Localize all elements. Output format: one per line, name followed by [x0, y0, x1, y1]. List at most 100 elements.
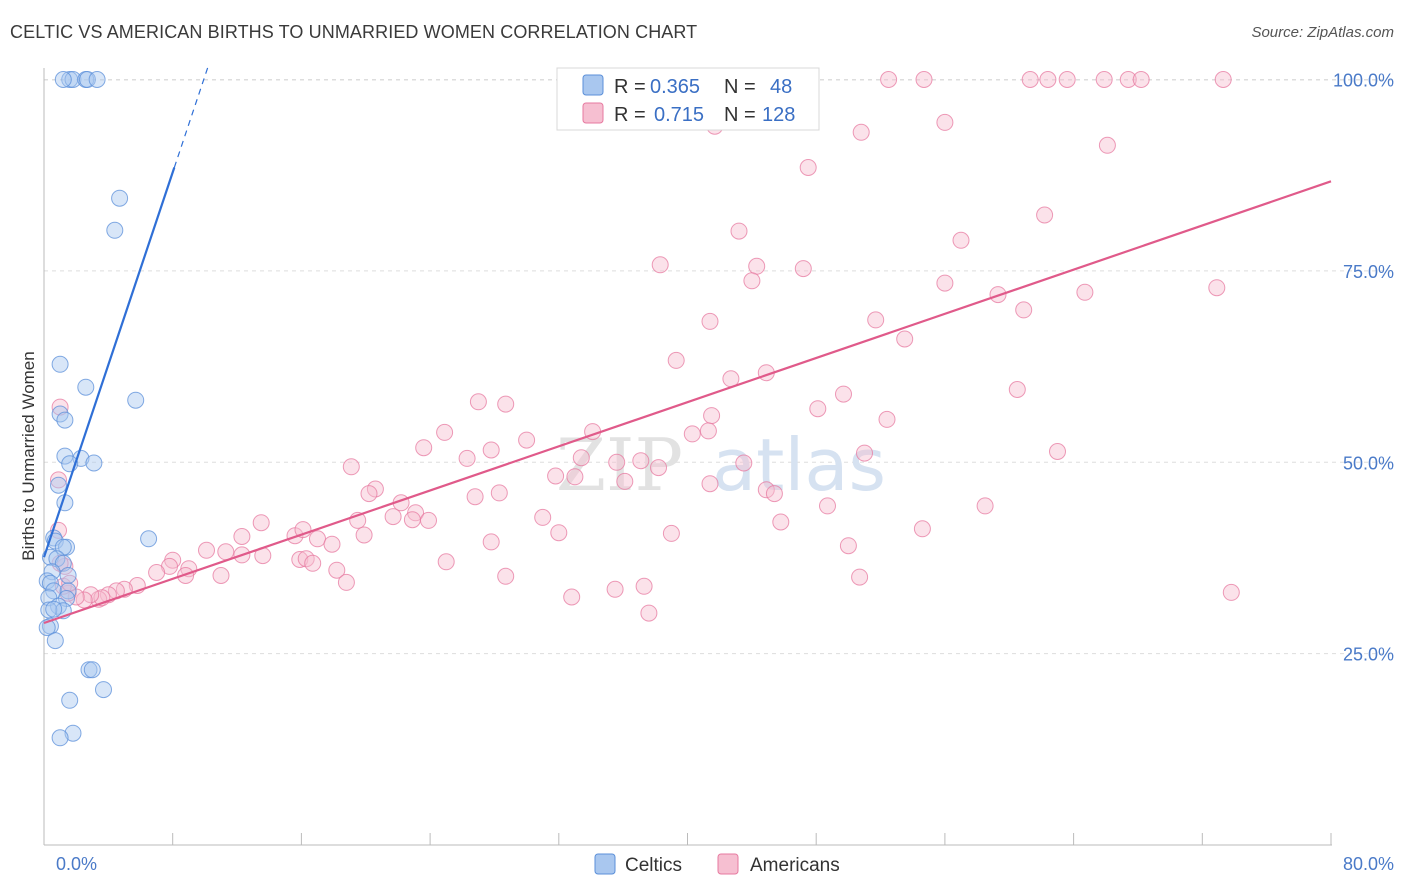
american-point — [757, 481, 775, 499]
american-point — [1039, 71, 1057, 88]
y-tick-labels: 25.0% 50.0% 75.0% 100.0% — [1333, 71, 1394, 665]
american-point — [635, 577, 653, 595]
american-point — [701, 475, 719, 493]
celtic-point — [54, 71, 72, 88]
celtic-point — [61, 691, 79, 709]
american-point — [1058, 71, 1076, 88]
celtic-point — [50, 597, 67, 615]
american-point — [148, 564, 166, 581]
x-tick-label-min: 0.0% — [56, 854, 97, 874]
american-point — [360, 485, 378, 503]
american-point — [835, 385, 852, 403]
celtic-point — [51, 355, 69, 373]
american-point — [403, 511, 421, 529]
american-point — [342, 458, 360, 476]
american-point — [878, 410, 896, 428]
american-point — [469, 393, 487, 411]
american-point — [518, 431, 536, 449]
american-point — [323, 535, 341, 553]
celtic-point — [95, 681, 112, 699]
american-point — [799, 159, 817, 176]
american-point — [355, 526, 373, 544]
american-point — [748, 257, 766, 275]
american-point — [304, 554, 322, 572]
american-point — [233, 528, 251, 545]
legend-n-value-american: 128 — [762, 104, 795, 126]
american-point — [437, 553, 455, 571]
american-point — [1036, 206, 1054, 224]
american-point — [616, 472, 634, 490]
stats-legend: R = 0.365 N = 48 R = 0.715 N = 128 — [556, 67, 820, 131]
american-point — [1049, 443, 1066, 460]
american-trend-line — [43, 180, 1332, 625]
american-point — [466, 488, 484, 506]
trend-lines — [42, 66, 1332, 625]
celtic-point — [111, 189, 129, 207]
celtic-point — [46, 632, 64, 650]
american-point — [291, 551, 309, 568]
celtic-point — [45, 600, 63, 618]
american-point — [651, 256, 669, 274]
american-point — [667, 351, 685, 369]
american-point — [662, 524, 680, 542]
chart-title: CELTIC VS AMERICAN BIRTHS TO UNMARRIED W… — [10, 22, 698, 42]
american-point — [730, 222, 748, 240]
american-point — [606, 580, 624, 598]
legend-r-label-celtic: R = — [614, 76, 646, 98]
american-point — [384, 508, 402, 526]
y-tick-label: 25.0% — [1343, 645, 1394, 665]
american-point — [936, 113, 954, 131]
american-point — [976, 497, 994, 515]
american-point — [1015, 301, 1033, 319]
y-tick-label: 100.0% — [1333, 71, 1394, 91]
american-point — [735, 454, 753, 472]
legend-n-label-american: N = — [724, 104, 756, 126]
american-point — [703, 407, 721, 425]
legend-n-label-celtic: N = — [724, 76, 756, 98]
american-point — [50, 471, 67, 489]
legend-swatch-celtic — [582, 74, 604, 96]
american-point — [1095, 71, 1113, 88]
american-point — [217, 543, 235, 561]
american-point — [51, 398, 69, 416]
american-point — [482, 441, 500, 459]
american-point — [683, 425, 701, 443]
american-point — [534, 508, 552, 526]
american-point — [650, 459, 667, 477]
american-point — [608, 453, 626, 471]
american-point — [458, 449, 476, 467]
bottom-legend-label-celtic: Celtics — [625, 855, 682, 876]
legend-r-value-american: 0.715 — [654, 104, 704, 126]
american-point — [839, 537, 857, 555]
american-series — [50, 71, 1240, 622]
y-tick-label: 75.0% — [1343, 262, 1394, 282]
american-point — [420, 511, 437, 529]
american-point — [794, 260, 812, 278]
series-legend: Celtics Americans — [594, 853, 840, 876]
celtic-point — [77, 378, 95, 396]
american-point — [936, 274, 954, 292]
american-point — [497, 567, 515, 585]
american-point — [1222, 583, 1240, 601]
american-point — [913, 520, 931, 538]
american-point — [497, 395, 515, 413]
american-point — [765, 485, 783, 503]
american-point — [566, 468, 584, 486]
american-point — [699, 422, 717, 440]
celtic-point — [64, 71, 82, 88]
celtic-point — [127, 391, 145, 409]
celtic-point — [50, 476, 67, 494]
celtic-trend-line — [42, 167, 176, 558]
american-point — [490, 484, 508, 502]
american-point — [1208, 279, 1226, 297]
y-tick-label: 50.0% — [1343, 453, 1394, 473]
american-point — [563, 588, 581, 606]
american-point — [252, 514, 270, 532]
y-axis-title: Births to Unmarried Women — [19, 351, 38, 560]
american-point — [212, 567, 230, 584]
x-ticks — [43, 833, 1332, 845]
american-point — [572, 449, 590, 467]
american-point — [809, 400, 827, 418]
celtic-point — [85, 454, 103, 472]
